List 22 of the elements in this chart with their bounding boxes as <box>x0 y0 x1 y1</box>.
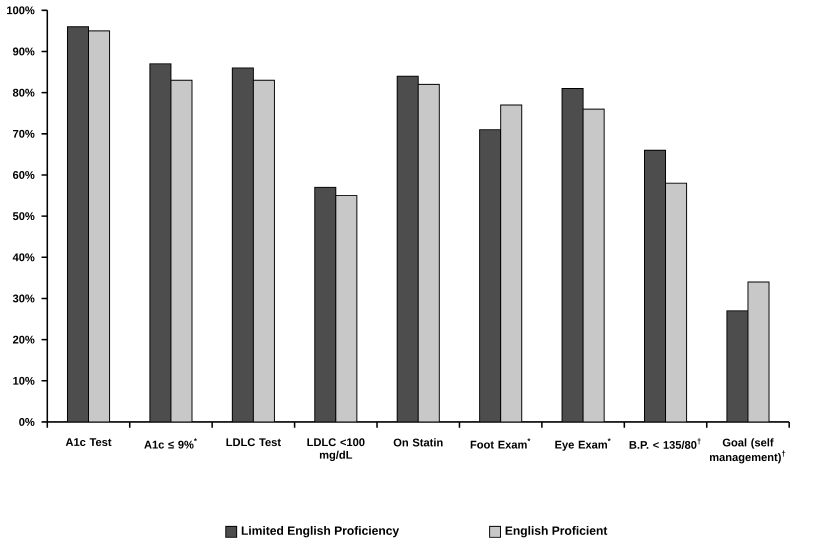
x-tick-label: Foot Exam$^{*}$ <box>470 438 530 448</box>
y-tick-label: 60% <box>12 170 34 179</box>
y-tick-label: 10% <box>13 376 34 385</box>
y-tick-label: 0% <box>19 418 34 426</box>
y-tick-label: 100% <box>7 6 34 14</box>
y-tick-label: 70% <box>13 130 34 138</box>
y-tick-label: 20% <box>12 336 34 344</box>
y-tick-label: 50% <box>12 212 34 220</box>
legend-label: Limited English Proficiency <box>242 526 400 538</box>
x-tick-label: B.P. < 135/80$^{†}$ <box>630 438 701 449</box>
x-tick-label: LDLC <100 mg/dL <box>307 438 365 461</box>
x-tick-label: Goal (self management)$^{†}$ <box>710 438 786 464</box>
x-tick-label: Eye Exam$^{*}$ <box>555 438 611 451</box>
y-tick-label: 90% <box>12 47 34 56</box>
legend-label: English Proficient <box>506 526 608 538</box>
x-tick-label: A1c Test <box>66 438 112 446</box>
y-tick-label: 30% <box>12 294 34 302</box>
x-tick-label: LDLC Test <box>226 438 281 446</box>
x-tick-label: A1c ≤ 9%$^{*}$ <box>144 438 197 448</box>
y-tick-label: 40% <box>12 253 34 262</box>
x-tick-label: On Statin <box>394 438 443 446</box>
y-tick-label: 80% <box>12 88 34 96</box>
